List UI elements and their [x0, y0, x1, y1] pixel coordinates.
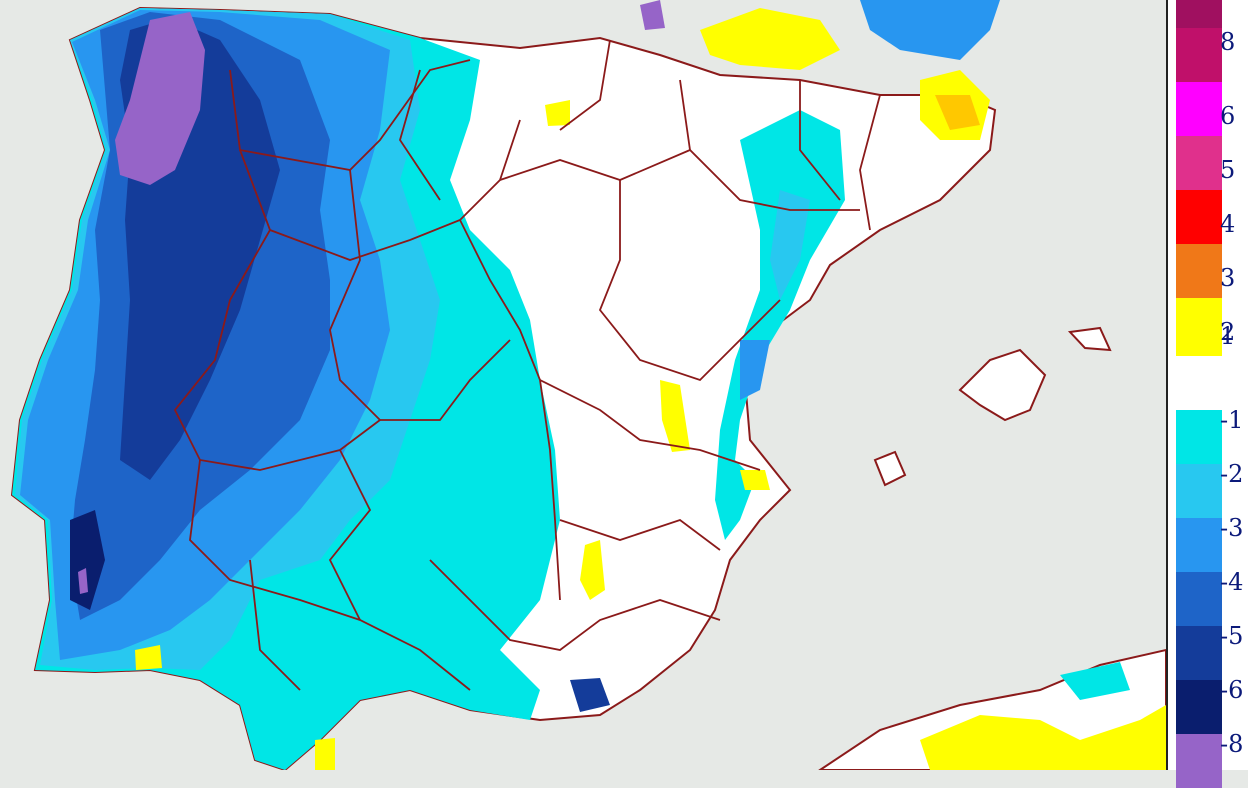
legend-swatch-minus3 [1176, 518, 1222, 572]
anomaly-zone-plus1-jaen [580, 540, 605, 600]
anomaly-zone-minus6 [70, 510, 105, 610]
legend-label-3: 3 [1220, 264, 1236, 292]
anomaly-zone-minus8 [115, 12, 205, 185]
legend-swatch-5 [1176, 136, 1222, 190]
balearic-menorca [1067, 326, 1112, 352]
anomaly-map [10, 0, 1166, 770]
legend-swatch-minus4 [1176, 572, 1222, 626]
anomaly-zone-plus1-huelva [135, 645, 162, 670]
legend-label-minus1: -1 [1220, 406, 1244, 434]
legend-swatch-minus5 [1176, 626, 1222, 680]
anomaly-zone-plus2-catalonia [935, 95, 980, 130]
legend-swatch-minus6 [1176, 680, 1222, 734]
legend-label-minus2: -2 [1220, 460, 1244, 488]
balearic-mallorca [958, 348, 1047, 422]
legend-label-1: 1 [1220, 322, 1236, 350]
anomaly-zone-east-coast-3 [740, 340, 770, 400]
france-corner [860, 0, 1000, 60]
anomaly-zone-minus5-almeria [570, 678, 610, 712]
north-africa-cool [1060, 662, 1130, 700]
legend-label-5: 5 [1220, 156, 1236, 184]
legend-swatch-minus2 [1176, 464, 1222, 518]
legend-label-minus4: -4 [1220, 568, 1244, 596]
legend-swatch-8 [1176, 28, 1222, 82]
legend-swatch-4 [1176, 190, 1222, 244]
anomaly-zone-minus8-north [640, 0, 665, 30]
legend [1166, 0, 1248, 788]
province-borders [173, 39, 881, 691]
legend-swatch-top [1176, 0, 1222, 28]
legend-label-8: 8 [1220, 28, 1236, 56]
anomaly-zone-plus1-navarre [545, 100, 570, 126]
legend-label-minus3: -3 [1220, 514, 1244, 542]
legend-swatch-3 [1176, 244, 1222, 298]
anomaly-zone-plus1-valencia [740, 470, 770, 490]
anomaly-zone-plus1-north [700, 8, 840, 70]
anomaly-zone-plus1-cadiz [315, 738, 335, 770]
legend-label-minus8: -8 [1220, 730, 1244, 758]
anomaly-zone-east-coast [715, 110, 845, 540]
anomaly-zone-east-coast-2 [770, 190, 810, 300]
legend-swatch-1 [1176, 298, 1222, 356]
legend-swatch-minus1 [1176, 410, 1222, 464]
legend-label-2: 2 [1220, 318, 1236, 346]
legend-swatch-minus8 [1176, 734, 1222, 788]
legend-label-6: 6 [1220, 102, 1236, 130]
legend-swatch-6 [1176, 82, 1222, 136]
legend-label-minus6: -6 [1220, 676, 1244, 704]
balearic-ibiza [873, 450, 907, 487]
anomaly-zone-plus1-cuenca [660, 380, 690, 452]
legend-label-4: 4 [1220, 210, 1236, 238]
anomaly-zone-minus8-south [78, 568, 88, 594]
north-africa-warm [920, 705, 1166, 770]
legend-label-minus5: -5 [1220, 622, 1244, 650]
